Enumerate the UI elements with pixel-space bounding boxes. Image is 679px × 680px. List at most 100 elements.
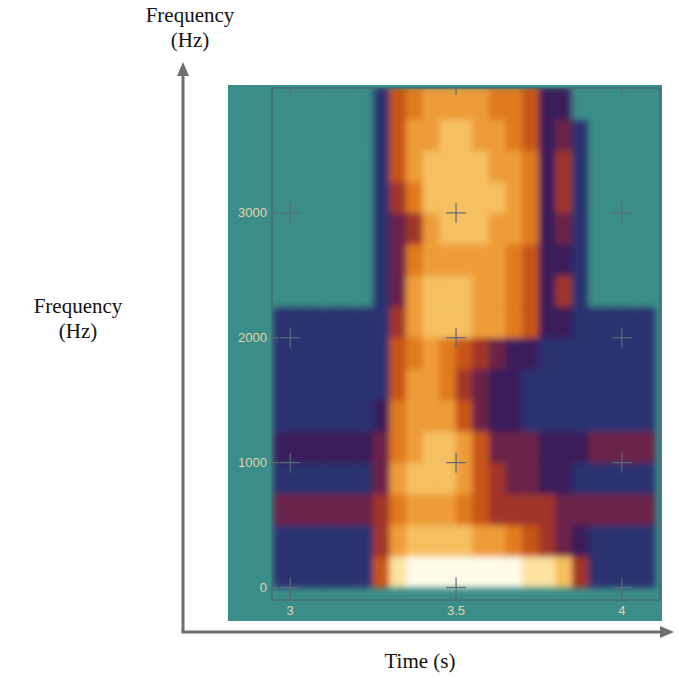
cell bbox=[555, 369, 572, 401]
cell bbox=[340, 462, 357, 494]
cell bbox=[555, 213, 572, 245]
cell bbox=[555, 525, 572, 557]
x-tick bbox=[290, 593, 291, 600]
y-axis-title-line: Frequency bbox=[34, 294, 123, 318]
cell bbox=[389, 181, 406, 213]
cell bbox=[373, 369, 390, 401]
cell bbox=[472, 181, 489, 213]
cell bbox=[539, 244, 556, 276]
cell bbox=[456, 369, 473, 401]
cell bbox=[389, 306, 406, 338]
cell bbox=[356, 306, 373, 338]
x-tick bbox=[455, 593, 456, 600]
cell bbox=[456, 556, 473, 588]
cell bbox=[290, 400, 307, 432]
cell bbox=[373, 213, 390, 245]
grid-cross-v bbox=[290, 203, 291, 223]
grid-cross-v bbox=[455, 453, 456, 473]
cell bbox=[456, 462, 473, 494]
cell bbox=[522, 181, 539, 213]
cell bbox=[406, 369, 423, 401]
cell bbox=[356, 275, 373, 307]
cell bbox=[555, 556, 572, 588]
cell bbox=[588, 369, 605, 401]
cell bbox=[373, 494, 390, 526]
cell bbox=[439, 306, 456, 338]
cell bbox=[555, 119, 572, 151]
cell bbox=[572, 119, 589, 151]
cell bbox=[588, 556, 605, 588]
chart: 33.540100020003000Frequency(Hz)Frequency… bbox=[0, 0, 679, 680]
cell bbox=[588, 337, 605, 369]
cell bbox=[439, 150, 456, 182]
x-tick-top bbox=[455, 88, 456, 95]
cell bbox=[273, 400, 290, 432]
cell bbox=[472, 306, 489, 338]
cell bbox=[539, 494, 556, 526]
cell bbox=[539, 337, 556, 369]
cell bbox=[638, 275, 655, 307]
cell bbox=[588, 494, 605, 526]
cell bbox=[622, 369, 639, 401]
plot-area bbox=[273, 88, 655, 588]
cell bbox=[307, 119, 324, 151]
cell bbox=[439, 556, 456, 588]
cell bbox=[472, 119, 489, 151]
cell bbox=[290, 275, 307, 307]
cell bbox=[622, 431, 639, 463]
cell bbox=[290, 244, 307, 276]
cell bbox=[489, 306, 506, 338]
cell bbox=[406, 431, 423, 463]
cell bbox=[539, 525, 556, 557]
cell bbox=[539, 150, 556, 182]
cell bbox=[406, 275, 423, 307]
cell bbox=[522, 213, 539, 245]
cell bbox=[307, 431, 324, 463]
cell bbox=[588, 400, 605, 432]
cell bbox=[539, 306, 556, 338]
cell bbox=[406, 119, 423, 151]
x-axis-title: Time (s) bbox=[385, 649, 456, 673]
cell bbox=[323, 400, 340, 432]
cell bbox=[307, 400, 324, 432]
cell bbox=[323, 275, 340, 307]
cell bbox=[456, 88, 473, 120]
top-axis-title-line: (Hz) bbox=[171, 28, 209, 52]
cell bbox=[472, 275, 489, 307]
cell bbox=[555, 88, 572, 120]
cell bbox=[456, 213, 473, 245]
cell bbox=[605, 306, 622, 338]
cell bbox=[373, 400, 390, 432]
cell bbox=[605, 556, 622, 588]
cell bbox=[638, 181, 655, 213]
cell bbox=[489, 462, 506, 494]
cell bbox=[622, 306, 639, 338]
cell bbox=[373, 337, 390, 369]
cell bbox=[456, 400, 473, 432]
cell bbox=[356, 244, 373, 276]
cell bbox=[472, 337, 489, 369]
cell bbox=[605, 400, 622, 432]
cell bbox=[605, 462, 622, 494]
cell bbox=[505, 431, 522, 463]
y-arrow-head bbox=[177, 62, 189, 76]
grid-cross-v bbox=[621, 453, 622, 473]
cell bbox=[373, 556, 390, 588]
cell bbox=[356, 400, 373, 432]
cell bbox=[323, 369, 340, 401]
cell bbox=[423, 119, 440, 151]
cell bbox=[323, 88, 340, 120]
cell bbox=[356, 213, 373, 245]
grid-cross-v bbox=[455, 203, 456, 223]
cell bbox=[389, 119, 406, 151]
cell bbox=[539, 213, 556, 245]
cell bbox=[423, 150, 440, 182]
cell bbox=[323, 494, 340, 526]
cell bbox=[290, 556, 307, 588]
cell bbox=[489, 337, 506, 369]
cell bbox=[638, 244, 655, 276]
cell bbox=[323, 119, 340, 151]
cell bbox=[423, 369, 440, 401]
cell bbox=[373, 181, 390, 213]
cell bbox=[439, 213, 456, 245]
